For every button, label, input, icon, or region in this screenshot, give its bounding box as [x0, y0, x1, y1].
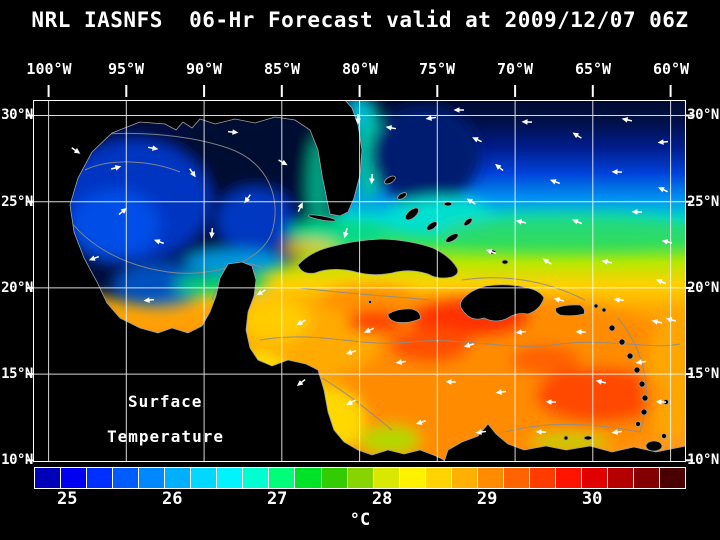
lon-label-85w: 85°W: [263, 60, 301, 78]
overlay-label-temperature: Temperature: [107, 427, 224, 446]
colorbar-segment: [477, 468, 503, 488]
jamaica-land: [387, 308, 421, 323]
overlay-label-surface: Surface: [128, 392, 203, 411]
cuba-land: [297, 238, 459, 279]
lon-label-100w: 100°W: [26, 60, 72, 78]
colorbar-tick-27: 27: [266, 489, 288, 509]
colorbar-segment: [425, 468, 451, 488]
colorbar-tick-labels: 25 26 27 28 29 30: [34, 489, 686, 509]
page-title: NRL IASNFS 06-Hr Forecast valid at 2009/…: [31, 8, 689, 32]
colorbar-segments: [35, 468, 686, 488]
colorbar-segment: [87, 468, 113, 488]
lat-label-right-30n: 30°N: [687, 107, 719, 123]
colorbar-segment: [373, 468, 399, 488]
grid-lines: [33, 100, 686, 462]
north-central-america-land: [33, 100, 445, 462]
colorbar-segment: [503, 468, 529, 488]
lon-label-80w: 80°W: [341, 60, 379, 78]
colorbar-unit: °C: [349, 510, 371, 530]
lat-label-left-30n: 30°N: [1, 107, 33, 123]
colorbar-segment: [555, 468, 581, 488]
lat-label-right-20n: 20°N: [687, 280, 719, 296]
lat-label-right-25n: 25°N: [687, 194, 719, 210]
colorbar-tick-28: 28: [371, 489, 393, 509]
colorbar-segment: [165, 468, 191, 488]
colorbar-segment: [347, 468, 373, 488]
colorbar-segment: [321, 468, 347, 488]
colorbar-segment: [529, 468, 555, 488]
colorbar-tick-25: 25: [57, 489, 78, 509]
colorbar-segment: [269, 468, 295, 488]
lon-label-70w: 70°W: [496, 60, 534, 78]
colorbar-segment: [191, 468, 217, 488]
lon-label-60w: 60°W: [652, 60, 690, 78]
colorbar-segment: [451, 468, 477, 488]
lon-label-95w: 95°W: [107, 60, 145, 78]
lat-label-left-10n: 10°N: [1, 452, 33, 468]
lat-label-right-15n: 15°N: [687, 366, 719, 382]
bahamas-islands: [384, 175, 509, 265]
lon-label-90w: 90°W: [185, 60, 223, 78]
land-masses: [33, 100, 686, 462]
colorbar-segment: [113, 468, 139, 488]
puerto-rico-land: [555, 304, 585, 317]
lat-label-right-10n: 10°N: [687, 452, 719, 468]
map-frame: [33, 100, 686, 462]
colorbar-segment: [35, 468, 61, 488]
colorbar-segment: [660, 468, 686, 488]
colorbar-segment: [608, 468, 634, 488]
south-america-land: [443, 423, 686, 462]
colorbar-segment: [581, 468, 608, 488]
colorbar-tick-26: 26: [161, 489, 183, 509]
lon-label-75w: 75°W: [418, 60, 456, 78]
colorbar-segment: [243, 468, 269, 488]
colorbar-segment: [634, 468, 660, 488]
colorbar: [34, 467, 686, 489]
lesser-antilles-islands: [368, 300, 669, 452]
colorbar-segment: [295, 468, 321, 488]
colorbar-tick-30: 30: [581, 489, 603, 509]
colorbar-segment: [139, 468, 165, 488]
lat-label-left-20n: 20°N: [1, 280, 33, 296]
lat-label-left-25n: 25°N: [1, 194, 33, 210]
lat-label-left-15n: 15°N: [1, 366, 33, 382]
colorbar-segment: [399, 468, 425, 488]
lon-label-65w: 65°W: [574, 60, 612, 78]
colorbar-tick-29: 29: [476, 489, 498, 509]
florida-keys: [307, 214, 337, 222]
hispaniola-land: [460, 284, 545, 322]
axis-tick-marks: [26, 85, 693, 462]
colorbar-segment: [217, 468, 243, 488]
colorbar-segment: [61, 468, 87, 488]
